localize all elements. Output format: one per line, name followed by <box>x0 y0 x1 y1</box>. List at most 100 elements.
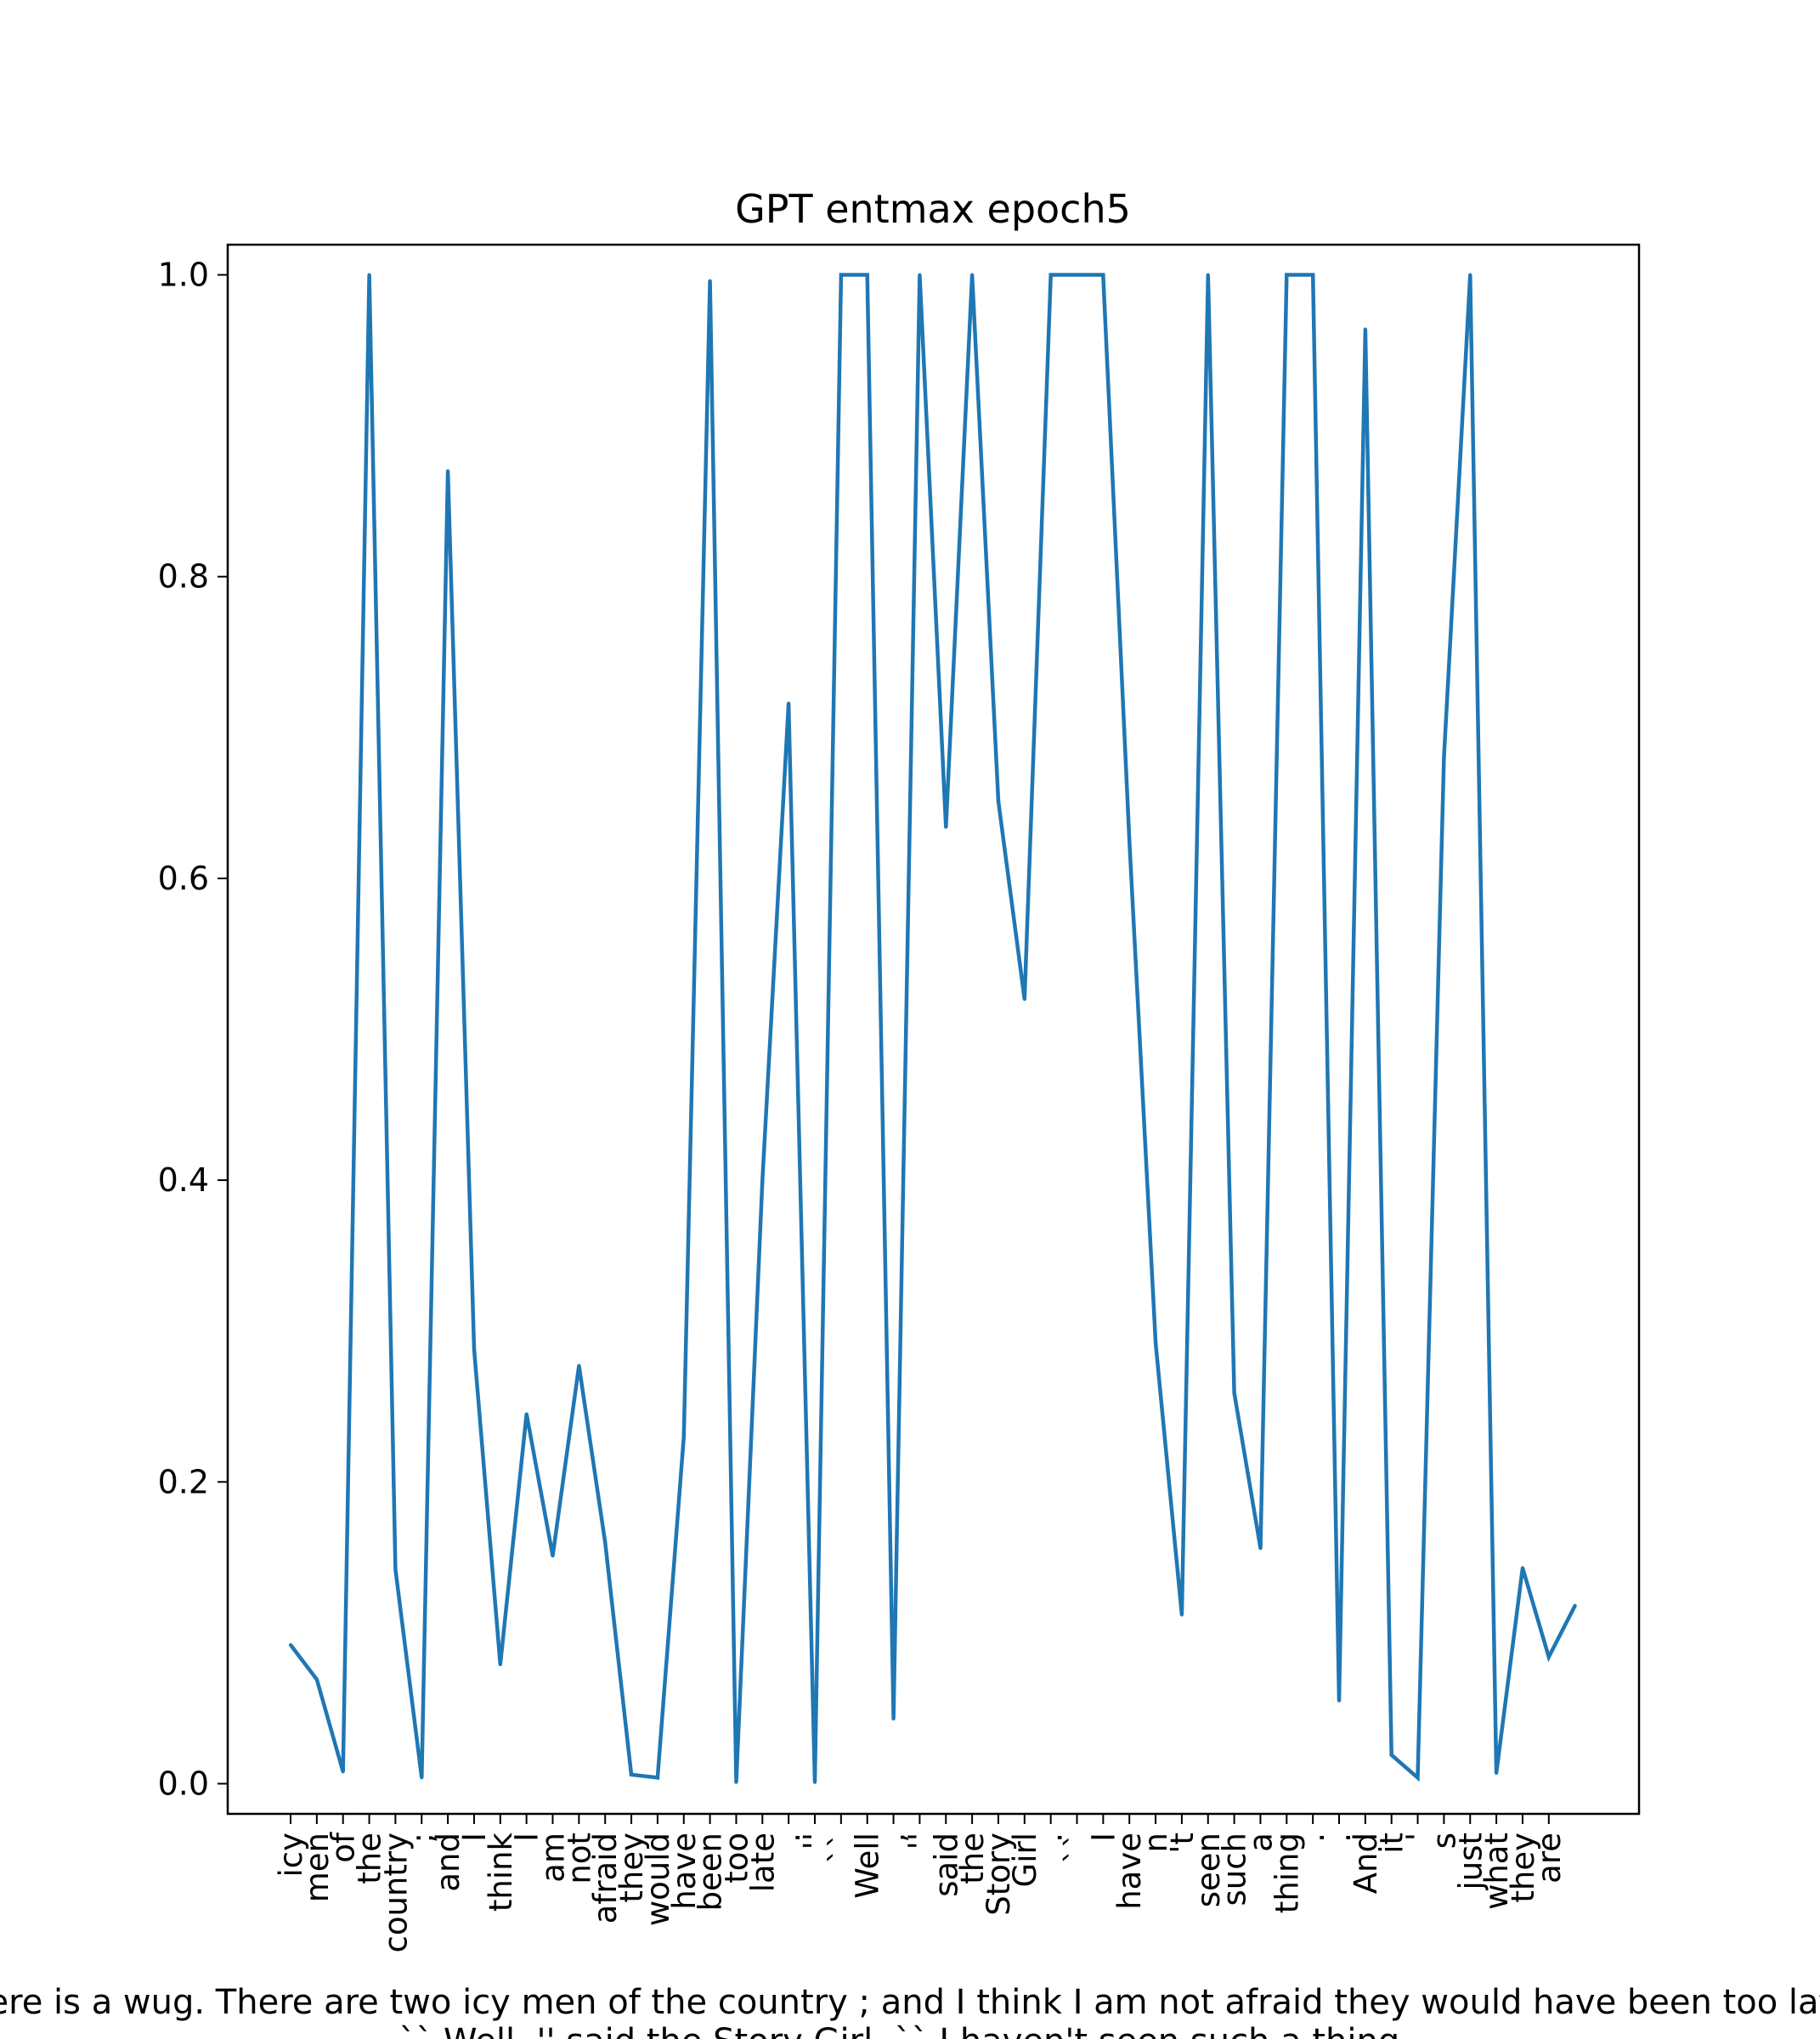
data-point <box>839 273 843 277</box>
data-point <box>314 1677 319 1681</box>
x-tick-label: Well <box>850 1833 886 1899</box>
data-point <box>1546 1655 1551 1659</box>
x-tick-label: a <box>1242 1833 1279 1852</box>
x-tick-label: afraid <box>587 1833 624 1923</box>
data-point <box>813 1780 817 1784</box>
x-axis: icymenofthecountry;andIthinkIamnotafraid… <box>273 1814 1568 1953</box>
data-point <box>1154 1341 1158 1345</box>
x-tick-label: ; <box>404 1833 440 1843</box>
x-tick-label: what <box>1478 1833 1515 1910</box>
x-tick-label: it <box>1374 1833 1410 1854</box>
data-point <box>891 1717 896 1721</box>
x-tick-label: I <box>1085 1833 1122 1842</box>
y-tick-label: 1.0 <box>158 257 209 294</box>
data-point <box>1573 1603 1577 1607</box>
x-tick-label: `` <box>823 1833 860 1864</box>
y-tick-label: 0.0 <box>158 1765 209 1802</box>
caption-line-1: There is a wug. There are two icy men of… <box>0 1983 1820 2022</box>
x-tick-label: am <box>535 1833 572 1883</box>
x-tick-label: And <box>1348 1833 1384 1894</box>
data-point <box>524 1412 528 1416</box>
x-tick-label: said <box>928 1833 964 1897</box>
x-tick-label: not <box>561 1833 597 1884</box>
data-point <box>446 469 450 473</box>
x-tick-label: '' <box>797 1833 834 1850</box>
data-point <box>551 1554 555 1558</box>
data-point <box>918 273 922 277</box>
x-tick-label: Story <box>981 1833 1017 1916</box>
x-tick-label: men <box>299 1833 336 1902</box>
x-tick-label: and <box>430 1833 466 1892</box>
x-tick-label: think <box>483 1832 519 1912</box>
data-point <box>367 273 371 277</box>
x-tick-label: , <box>876 1833 913 1843</box>
data-point <box>1022 997 1026 1001</box>
caption: There is a wug. There are two icy men of… <box>0 1983 1820 2039</box>
x-tick-label: they <box>1505 1833 1541 1903</box>
y-tick-label: 0.6 <box>158 860 209 897</box>
x-tick-label: I <box>509 1833 545 1842</box>
data-points <box>289 273 1577 1784</box>
data-point <box>577 1364 581 1368</box>
data-point <box>734 1780 738 1784</box>
x-tick-label: just <box>1452 1833 1489 1891</box>
x-tick-label: would <box>640 1833 676 1926</box>
data-point <box>970 273 975 277</box>
y-tick-label: 0.4 <box>158 1161 209 1199</box>
data-point <box>1128 839 1132 843</box>
y-tick-label: 0.2 <box>158 1463 209 1500</box>
data-point <box>1442 755 1446 760</box>
x-tick-label: . <box>771 1833 807 1843</box>
x-tick-label: seen <box>1190 1833 1227 1907</box>
x-tick-label: too <box>718 1833 755 1884</box>
x-tick-label: . <box>1321 1833 1358 1843</box>
data-point <box>681 1435 686 1439</box>
x-tick-label: late <box>744 1833 781 1892</box>
caption-line-2: `` Well ,'' said the Story Girl. `` I ha… <box>398 2022 1421 2039</box>
data-point <box>1206 273 1210 277</box>
data-point <box>996 799 1000 804</box>
x-tick-label: ' <box>1400 1833 1437 1841</box>
data-point <box>420 1776 424 1780</box>
x-tick-label: . <box>1033 1833 1070 1843</box>
data-point <box>1495 1771 1499 1776</box>
x-tick-label: been <box>692 1833 729 1911</box>
x-tick-label: 't <box>1164 1833 1201 1854</box>
chart-title: GPT entmax epoch5 <box>735 186 1131 232</box>
x-tick-label: Girl <box>1007 1833 1043 1887</box>
data-point <box>603 1540 608 1545</box>
data-point <box>1520 1566 1524 1570</box>
x-tick-label: have <box>666 1833 703 1910</box>
data-point <box>1311 273 1315 277</box>
data-point <box>708 279 712 283</box>
data-point <box>1337 1698 1341 1703</box>
data-point <box>1363 327 1367 331</box>
data-point <box>944 825 948 829</box>
x-tick-label: the <box>954 1833 991 1884</box>
x-tick-label: icy <box>273 1833 309 1878</box>
data-point <box>341 1770 345 1774</box>
x-tick-label: such <box>1217 1833 1253 1906</box>
data-point <box>630 1772 634 1776</box>
x-tick-label: of <box>325 1832 362 1863</box>
data-point <box>760 1178 765 1183</box>
x-tick-label: s <box>1426 1833 1462 1849</box>
x-tick-label: '' <box>902 1833 938 1850</box>
data-point <box>472 1347 476 1352</box>
x-tick-label: the <box>352 1833 388 1884</box>
data-point <box>1258 1546 1263 1550</box>
data-point <box>1416 1776 1420 1780</box>
data-point <box>498 1663 502 1667</box>
data-point <box>1075 273 1079 277</box>
x-tick-label: they <box>613 1833 650 1903</box>
data-point <box>1179 1613 1184 1617</box>
data-point <box>1048 273 1053 277</box>
data-point <box>787 701 791 705</box>
data-point <box>1101 273 1105 277</box>
data-point <box>1389 1753 1393 1757</box>
data-point <box>865 273 869 277</box>
x-tick-label: I <box>456 1833 493 1842</box>
series-line <box>289 273 1577 1782</box>
